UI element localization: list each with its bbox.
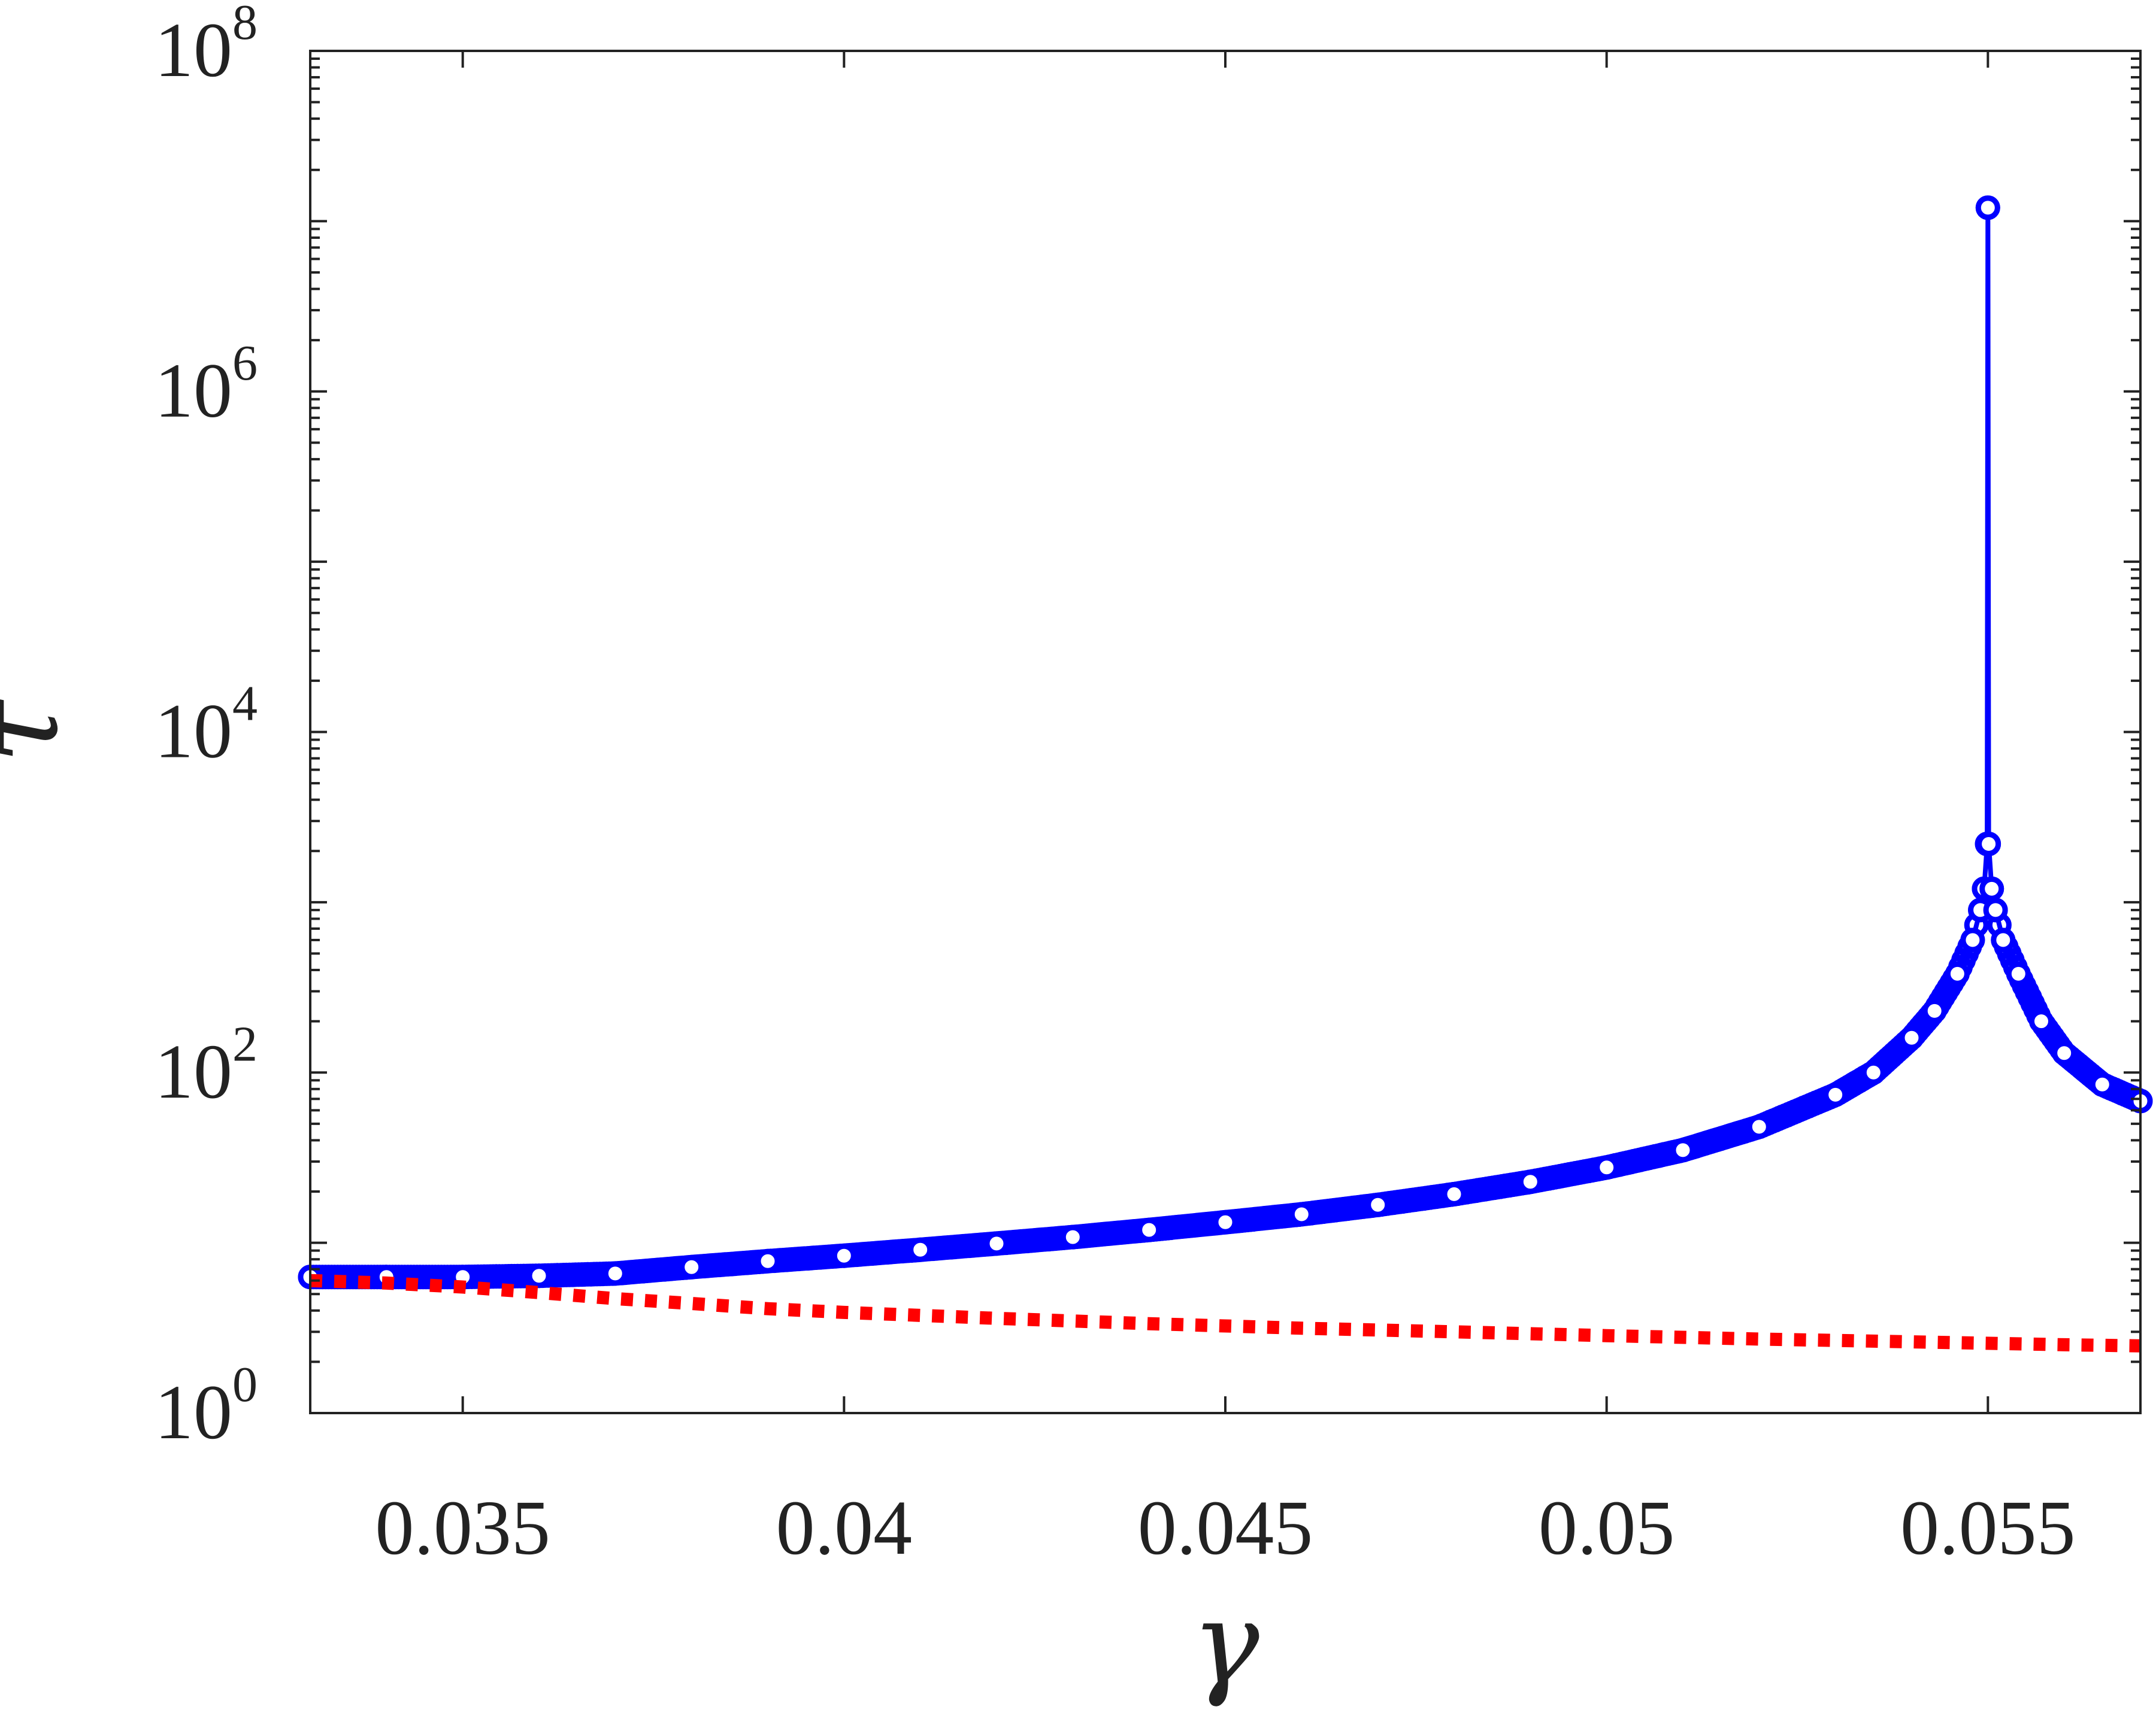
- plot-area: [310, 51, 2140, 1413]
- data-point-key: [1670, 1138, 1695, 1163]
- y-tick-base: 10: [155, 689, 232, 775]
- data-point-key: [755, 1248, 780, 1274]
- x-tick-label: 0.05: [1539, 1485, 1675, 1571]
- data-point-key: [1983, 898, 2008, 923]
- data-point-key: [679, 1254, 704, 1280]
- y-tick-base: 10: [155, 7, 232, 93]
- data-point-key: [1975, 195, 2000, 220]
- data-point-key: [1823, 1082, 1848, 1107]
- data-point-key: [1861, 1060, 1886, 1085]
- x-tick-label: 0.04: [776, 1485, 913, 1571]
- data-point-key: [2090, 1072, 2115, 1097]
- data-point-key: [831, 1243, 856, 1268]
- series-layer: [298, 195, 2153, 1353]
- data-point-key: [1945, 961, 1970, 986]
- ticks-layer: [310, 51, 2140, 1414]
- y-axis-title: τ: [0, 699, 84, 763]
- data-point-key: [2052, 1041, 2077, 1066]
- plot-frame: [309, 50, 2142, 1414]
- data-point-key: [1746, 1114, 1772, 1139]
- data-point-key: [1442, 1181, 1467, 1206]
- data-point-key: [1365, 1192, 1391, 1217]
- y-tick-exponent: 8: [232, 0, 258, 50]
- y-tick-base: 10: [155, 348, 232, 434]
- data-point-key: [984, 1231, 1009, 1256]
- data-point-key: [1960, 927, 1985, 953]
- data-point-key: [1289, 1202, 1314, 1227]
- y-tick-exponent: 0: [232, 1357, 258, 1412]
- y-tick-exponent: 6: [232, 335, 258, 391]
- data-point-key: [1518, 1169, 1543, 1195]
- y-tick-label: 106: [155, 335, 258, 434]
- x-tick-label: 0.035: [375, 1485, 550, 1571]
- y-tick-label: 100: [155, 1357, 258, 1456]
- data-point-key: [1976, 832, 2001, 856]
- data-point-key: [1899, 1025, 1924, 1050]
- y-tick-exponent: 4: [232, 676, 258, 732]
- y-tick-label: 102: [155, 1016, 258, 1115]
- y-tick-exponent: 2: [232, 1016, 258, 1072]
- y-tick-base: 10: [155, 1369, 232, 1456]
- data-point-key: [526, 1263, 552, 1289]
- x-tick-label: 0.045: [1138, 1485, 1313, 1571]
- data-point-key: [1137, 1217, 1162, 1242]
- data-point-key: [1594, 1155, 1619, 1180]
- data-point-key: [1979, 876, 2004, 901]
- data-point-key: [1213, 1209, 1238, 1235]
- y-tick-base: 10: [155, 1029, 232, 1115]
- data-point-key: [908, 1237, 933, 1262]
- data-point-key: [2029, 1009, 2054, 1034]
- data-point-key: [602, 1261, 628, 1286]
- data-point-key: [1991, 927, 2016, 953]
- data-point-key: [2006, 961, 2031, 986]
- x-tick-label: 0.055: [1900, 1485, 2076, 1571]
- y-tick-label: 104: [155, 676, 258, 775]
- y-tick-label: 108: [155, 0, 258, 93]
- data-point-key: [1060, 1224, 1085, 1250]
- data-point-key: [1922, 998, 1947, 1023]
- x-axis-title: γ: [1191, 1577, 1259, 1709]
